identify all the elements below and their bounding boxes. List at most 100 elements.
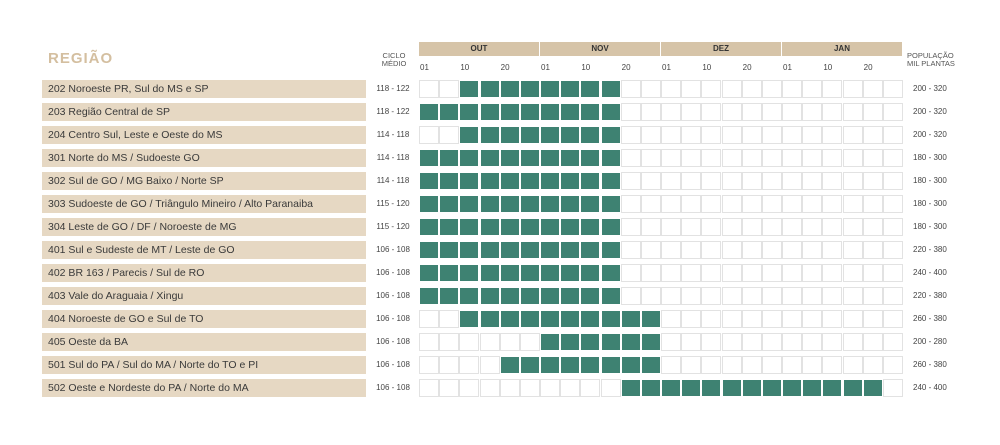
- region-label: 303 Sudoeste de GO / Triângulo Mineiro /…: [48, 198, 313, 210]
- month-label: DEZ: [713, 44, 729, 53]
- period-cell: [721, 356, 742, 374]
- period-cell: [782, 310, 803, 328]
- active-period-cell: [519, 80, 540, 98]
- period-cell: [701, 333, 722, 351]
- active-period-cell: [580, 264, 601, 282]
- period-cell: [741, 356, 762, 374]
- period-cell: [882, 287, 903, 305]
- period-cell: [862, 356, 883, 374]
- active-period-cell: [560, 287, 581, 305]
- period-cell: [701, 126, 722, 144]
- period-cell: [802, 241, 823, 259]
- active-period-cell: [640, 310, 661, 328]
- schedule-track: [419, 218, 903, 236]
- period-cell: [519, 379, 540, 397]
- active-period-cell: [519, 310, 540, 328]
- active-period-cell: [600, 356, 621, 374]
- period-cell: [882, 103, 903, 121]
- day-tick-label: 10: [581, 63, 591, 72]
- active-period-cell: [459, 172, 480, 190]
- active-period-cell: [499, 264, 520, 282]
- cycle-value: 115 - 120: [376, 222, 410, 231]
- population-value: 220 - 380: [913, 245, 947, 254]
- active-period-cell: [540, 149, 561, 167]
- active-period-cell: [560, 172, 581, 190]
- population-header: POPULAÇÃO MIL PLANTAS: [907, 52, 987, 68]
- period-cell: [661, 126, 682, 144]
- active-period-cell: [600, 103, 621, 121]
- active-period-cell: [600, 126, 621, 144]
- active-period-cell: [479, 80, 500, 98]
- active-period-cell: [862, 379, 883, 397]
- period-cell: [439, 379, 460, 397]
- period-cell: [862, 310, 883, 328]
- cycle-value: 114 - 118: [376, 130, 410, 139]
- period-cell: [761, 264, 782, 282]
- period-cell: [842, 264, 863, 282]
- period-cell: [640, 241, 661, 259]
- region-label: 302 Sul de GO / MG Baixo / Norte SP: [48, 175, 224, 187]
- schedule-track: [419, 310, 903, 328]
- region-label: 204 Centro Sul, Leste e Oeste do MS: [48, 129, 223, 141]
- active-period-cell: [600, 333, 621, 351]
- period-cell: [681, 80, 702, 98]
- period-cell: [439, 80, 460, 98]
- active-period-cell: [822, 379, 843, 397]
- period-cell: [439, 356, 460, 374]
- period-cell: [842, 126, 863, 144]
- period-cell: [661, 241, 682, 259]
- period-cell: [681, 126, 702, 144]
- active-period-cell: [600, 264, 621, 282]
- active-period-cell: [560, 149, 581, 167]
- active-period-cell: [560, 126, 581, 144]
- period-cell: [701, 218, 722, 236]
- active-period-cell: [620, 333, 641, 351]
- active-period-cell: [459, 103, 480, 121]
- population-value: 180 - 300: [913, 176, 947, 185]
- active-period-cell: [540, 218, 561, 236]
- region-label: 304 Leste de GO / DF / Noroeste de MG: [48, 221, 237, 233]
- population-value: 260 - 380: [913, 314, 947, 323]
- active-period-cell: [640, 356, 661, 374]
- region-row: 203 Região Central de SP: [42, 103, 366, 121]
- period-cell: [640, 264, 661, 282]
- region-row: 402 BR 163 / Parecis / Sul de RO: [42, 264, 366, 282]
- period-cell: [822, 356, 843, 374]
- period-cell: [741, 264, 762, 282]
- period-cell: [882, 264, 903, 282]
- active-period-cell: [479, 218, 500, 236]
- period-cell: [479, 356, 500, 374]
- population-value: 260 - 380: [913, 360, 947, 369]
- period-cell: [721, 172, 742, 190]
- period-cell: [782, 103, 803, 121]
- period-cell: [640, 103, 661, 121]
- active-period-cell: [540, 172, 561, 190]
- period-cell: [661, 264, 682, 282]
- active-period-cell: [479, 195, 500, 213]
- period-cell: [862, 287, 883, 305]
- period-cell: [721, 149, 742, 167]
- period-cell: [822, 310, 843, 328]
- active-period-cell: [681, 379, 702, 397]
- population-header-line2: MIL PLANTAS: [907, 59, 955, 68]
- period-cell: [721, 333, 742, 351]
- period-cell: [802, 80, 823, 98]
- period-cell: [419, 126, 440, 144]
- active-period-cell: [459, 218, 480, 236]
- period-cell: [862, 126, 883, 144]
- region-row: 405 Oeste da BA: [42, 333, 366, 351]
- period-cell: [782, 149, 803, 167]
- schedule-track: [419, 149, 903, 167]
- period-cell: [882, 195, 903, 213]
- schedule-track: [419, 126, 903, 144]
- period-cell: [741, 195, 762, 213]
- active-period-cell: [519, 218, 540, 236]
- active-period-cell: [419, 218, 440, 236]
- period-cell: [761, 103, 782, 121]
- region-label: 202 Noroeste PR, Sul do MS e SP: [48, 83, 209, 95]
- schedule-track: [419, 195, 903, 213]
- active-period-cell: [560, 310, 581, 328]
- active-period-cell: [419, 264, 440, 282]
- active-period-cell: [479, 103, 500, 121]
- active-period-cell: [459, 149, 480, 167]
